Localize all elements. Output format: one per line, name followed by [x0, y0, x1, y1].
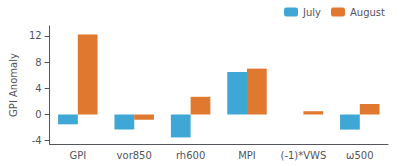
- svg-text:12: 12: [29, 30, 42, 41]
- svg-text:GPI: GPI: [69, 150, 86, 161]
- svg-text:MPI: MPI: [238, 150, 256, 161]
- svg-text:8: 8: [35, 57, 41, 68]
- svg-text:vor850: vor850: [117, 150, 152, 161]
- svg-text:4: 4: [35, 83, 41, 94]
- svg-text:0: 0: [35, 109, 41, 120]
- svg-text:(-1)*VWS: (-1)*VWS: [280, 150, 326, 161]
- svg-text:ω500: ω500: [346, 150, 373, 161]
- svg-text:GPI Anomaly: GPI Anomaly: [8, 53, 19, 117]
- svg-text:July: July: [302, 7, 321, 18]
- svg-text:-4: -4: [32, 135, 42, 146]
- svg-text:August: August: [350, 7, 385, 18]
- svg-text:rh600: rh600: [176, 150, 205, 161]
